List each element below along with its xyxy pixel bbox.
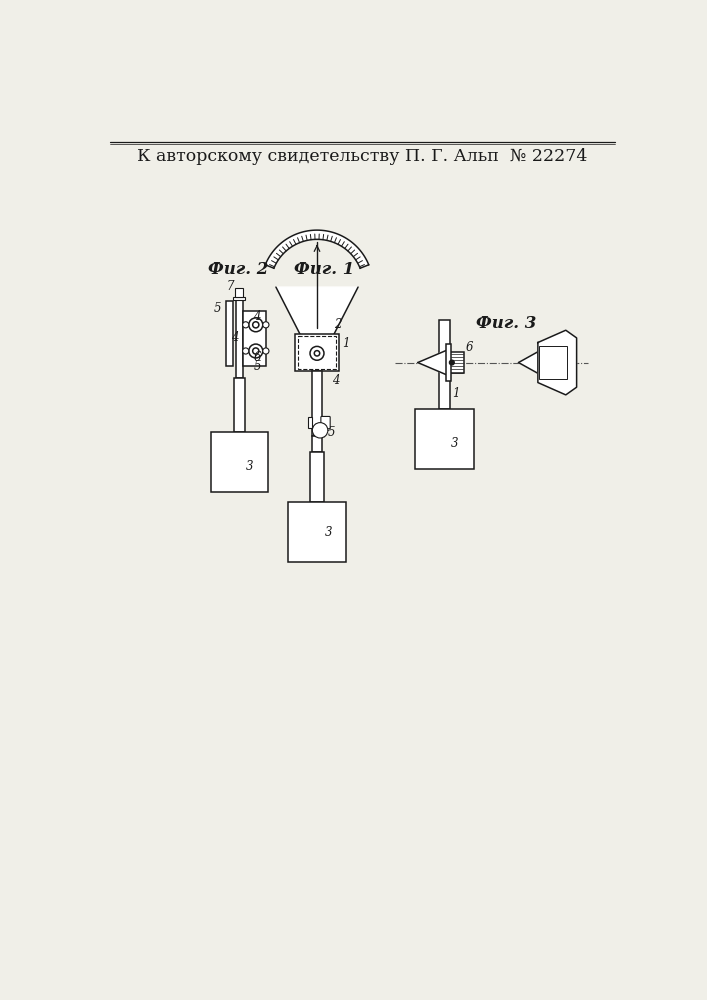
Polygon shape	[418, 349, 450, 376]
Polygon shape	[538, 330, 577, 395]
Text: 1: 1	[452, 387, 460, 400]
Text: 4: 4	[253, 310, 261, 323]
Text: 2: 2	[334, 318, 341, 331]
Circle shape	[263, 348, 269, 354]
Polygon shape	[265, 230, 369, 268]
Bar	[450, 352, 464, 373]
Circle shape	[312, 423, 328, 438]
Bar	[235, 297, 243, 378]
Circle shape	[315, 351, 320, 356]
Text: Фиг. 3: Фиг. 3	[476, 315, 536, 332]
Text: 5: 5	[214, 302, 222, 315]
FancyBboxPatch shape	[321, 416, 330, 429]
Bar	[310, 452, 324, 502]
Text: 3: 3	[451, 437, 459, 450]
Bar	[440, 320, 450, 409]
Bar	[226, 301, 233, 366]
Bar	[233, 297, 245, 300]
Bar	[298, 336, 336, 369]
Text: 1: 1	[343, 337, 350, 350]
Text: 5: 5	[328, 426, 335, 439]
Text: 6: 6	[253, 351, 261, 364]
Circle shape	[252, 322, 259, 328]
Polygon shape	[276, 287, 358, 334]
Bar	[211, 432, 268, 492]
Bar	[312, 371, 322, 436]
Polygon shape	[518, 352, 538, 373]
Text: 7: 7	[226, 280, 234, 293]
Text: К авторскому свидетельству П. Г. Альп  № 22274: К авторскому свидетельству П. Г. Альп № …	[136, 148, 587, 165]
Circle shape	[252, 348, 259, 354]
Bar	[234, 378, 245, 432]
Text: 5: 5	[253, 360, 261, 373]
Bar	[235, 288, 243, 297]
Bar	[312, 436, 322, 452]
Bar	[539, 346, 567, 379]
Bar	[416, 409, 474, 469]
Circle shape	[243, 348, 249, 354]
Text: 4: 4	[231, 331, 239, 344]
Bar	[288, 502, 346, 562]
Circle shape	[243, 322, 249, 328]
Text: 3: 3	[325, 526, 332, 539]
Text: 3: 3	[246, 460, 253, 473]
Text: Фиг. 2: Фиг. 2	[209, 261, 269, 278]
Bar	[446, 344, 451, 381]
Circle shape	[310, 346, 324, 360]
Circle shape	[450, 360, 454, 365]
Bar	[450, 354, 461, 371]
Circle shape	[249, 318, 263, 332]
Text: 4: 4	[332, 374, 340, 387]
Bar	[296, 334, 339, 371]
Bar	[243, 311, 266, 366]
Circle shape	[249, 344, 263, 358]
Bar	[308, 417, 312, 428]
Circle shape	[263, 322, 269, 328]
Text: 6: 6	[466, 341, 473, 354]
Text: Фиг. 1: Фиг. 1	[293, 261, 354, 278]
